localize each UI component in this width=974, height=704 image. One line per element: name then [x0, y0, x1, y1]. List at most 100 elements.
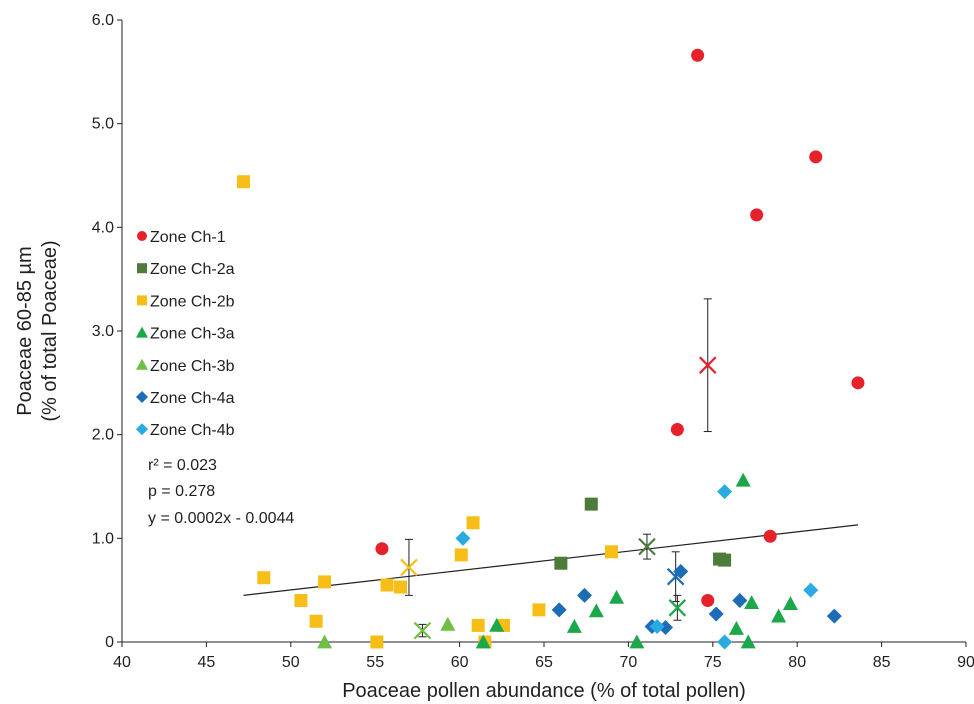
data-point-zone-ch-1 — [691, 48, 705, 62]
legend-item-zone-ch-3a: Zone Ch-3a — [136, 326, 235, 343]
data-point-zone-ch-3a — [728, 621, 744, 635]
data-point-zone-ch-2b — [318, 575, 332, 589]
x-tick-label: 40 — [113, 654, 131, 671]
data-point-zone-ch-4b — [455, 530, 471, 546]
y-tick-label: 4.0 — [92, 219, 114, 236]
x-tick-label: 70 — [620, 654, 638, 671]
legend-label: Zone Ch-4b — [150, 422, 235, 439]
regression-equation-label: y = 0.0002x - 0.0044 — [148, 510, 294, 527]
x-tick-label: 45 — [198, 654, 216, 671]
y-axis-title-line-1: Poaceae 60-85 µm — [14, 246, 36, 415]
data-point-zone-ch-2b — [454, 548, 468, 562]
data-point-zone-ch-3a — [609, 589, 625, 604]
data-point-zone-ch-1 — [763, 529, 777, 543]
data-point-zone-ch-1 — [851, 376, 865, 390]
mean-markers-layer — [400, 356, 717, 640]
mean-cross-stroke — [413, 621, 432, 640]
legend-marker-zone-ch-3b — [136, 358, 148, 370]
data-point-zone-ch-1 — [375, 542, 389, 556]
data-point-zone-ch-3a — [629, 634, 645, 649]
y-axis-title: Poaceae 60-85 µm (% of total Poaceae) — [14, 240, 61, 421]
y-ticks: 0 1.0 2.0 3.0 4.0 5.0 6.0 — [92, 12, 122, 651]
mean-marker-zone-ch-2b — [400, 558, 418, 577]
data-point-zone-ch-2b — [471, 618, 485, 632]
data-point-zone-ch-2b — [257, 571, 271, 585]
y-tick-label: 0 — [105, 634, 114, 651]
data-point-zone-ch-2a — [554, 556, 568, 570]
mean-marker-zone-ch-4a — [666, 567, 685, 586]
data-point-zone-ch-1 — [809, 150, 823, 164]
legend-label: Zone Ch-3b — [150, 358, 235, 375]
data-point-zone-ch-2b — [370, 635, 384, 649]
regression-layer — [243, 524, 859, 596]
mean-cross-stroke — [666, 567, 685, 586]
regression-stats: r² = 0.023 p = 0.278 y = 0.0002x - 0.004… — [148, 457, 294, 527]
data-point-zone-ch-2b — [294, 594, 308, 608]
data-point-zone-ch-2b — [237, 175, 251, 189]
legend-marker-zone-ch-2a — [137, 263, 147, 274]
data-point-zone-ch-2b — [394, 580, 408, 594]
x-tick-label: 60 — [451, 654, 469, 671]
data-point-zone-ch-3b — [440, 616, 456, 631]
x-tick-label: 75 — [704, 654, 722, 671]
legend-label: Zone Ch-4a — [150, 390, 235, 407]
data-point-zone-ch-4a — [708, 606, 724, 622]
y-axis-title-line-2: (% of total Poaceae) — [39, 240, 61, 421]
data-point-zone-ch-4a — [577, 587, 593, 603]
legend-label: Zone Ch-3a — [150, 326, 235, 343]
axes — [121, 20, 966, 643]
legend-item-zone-ch-3b: Zone Ch-3b — [136, 358, 235, 375]
x-tick-label: 55 — [366, 654, 384, 671]
data-point-zone-ch-3b — [317, 634, 333, 649]
data-point-zone-ch-2b — [309, 614, 323, 628]
y-tick-label: 1.0 — [92, 530, 114, 547]
mean-cross-stroke — [698, 356, 717, 374]
legend-item-zone-ch-1: Zone Ch-1 — [137, 229, 226, 246]
data-point-zone-ch-4b — [803, 582, 819, 598]
x-tick-label: 65 — [535, 654, 553, 671]
data-point-zone-ch-2b — [380, 578, 394, 592]
legend-label: Zone Ch-1 — [150, 229, 226, 246]
legend-label: Zone Ch-2a — [150, 261, 235, 278]
data-point-zone-ch-3a — [489, 617, 505, 632]
legend-item-zone-ch-4a: Zone Ch-4a — [136, 390, 235, 407]
data-point-zone-ch-2a — [718, 553, 732, 567]
data-point-zone-ch-4a — [551, 602, 567, 618]
mean-marker-zone-ch-3b — [413, 621, 432, 640]
p-value-label: p = 0.278 — [148, 483, 215, 500]
data-points-layer — [237, 48, 865, 650]
data-point-zone-ch-2b — [605, 545, 619, 559]
y-tick-label: 3.0 — [92, 323, 114, 340]
mean-marker-zone-ch-2a — [638, 537, 656, 556]
y-tick-label: 5.0 — [92, 116, 114, 133]
legend-label: Zone Ch-2b — [150, 293, 235, 310]
data-point-zone-ch-4b — [717, 484, 733, 500]
legend-marker-zone-ch-3a — [136, 326, 148, 338]
legend-item-zone-ch-2b: Zone Ch-2b — [137, 293, 235, 310]
legend-marker-zone-ch-2b — [137, 295, 147, 306]
legend-marker-zone-ch-1 — [137, 231, 147, 241]
data-point-zone-ch-2b — [466, 516, 480, 530]
data-point-zone-ch-1 — [701, 594, 715, 608]
y-tick-label: 6.0 — [92, 12, 114, 29]
regression-line — [243, 524, 859, 596]
legend-marker-zone-ch-4a — [136, 391, 148, 403]
mean-cross-stroke — [400, 558, 418, 577]
data-point-zone-ch-4a — [826, 608, 842, 624]
x-axis-title: Poaceae pollen abundance (% of total pol… — [342, 680, 746, 702]
mean-marker-zone-ch-3a — [668, 599, 687, 617]
r-squared-label: r² = 0.023 — [148, 457, 217, 474]
data-point-zone-ch-1 — [750, 208, 764, 222]
x-tick-label: 50 — [282, 654, 300, 671]
x-tick-label: 80 — [788, 654, 806, 671]
data-point-zone-ch-2b — [532, 603, 546, 617]
data-point-zone-ch-1 — [670, 422, 684, 436]
error-bars-layer — [404, 298, 712, 638]
data-point-zone-ch-4b — [649, 618, 665, 634]
data-point-zone-ch-3a — [588, 603, 604, 618]
data-point-zone-ch-3a — [740, 634, 756, 649]
data-point-zone-ch-3a — [475, 634, 491, 649]
data-point-zone-ch-2a — [584, 497, 598, 511]
data-point-zone-ch-3a — [771, 608, 787, 623]
data-point-zone-ch-3a — [744, 595, 760, 609]
